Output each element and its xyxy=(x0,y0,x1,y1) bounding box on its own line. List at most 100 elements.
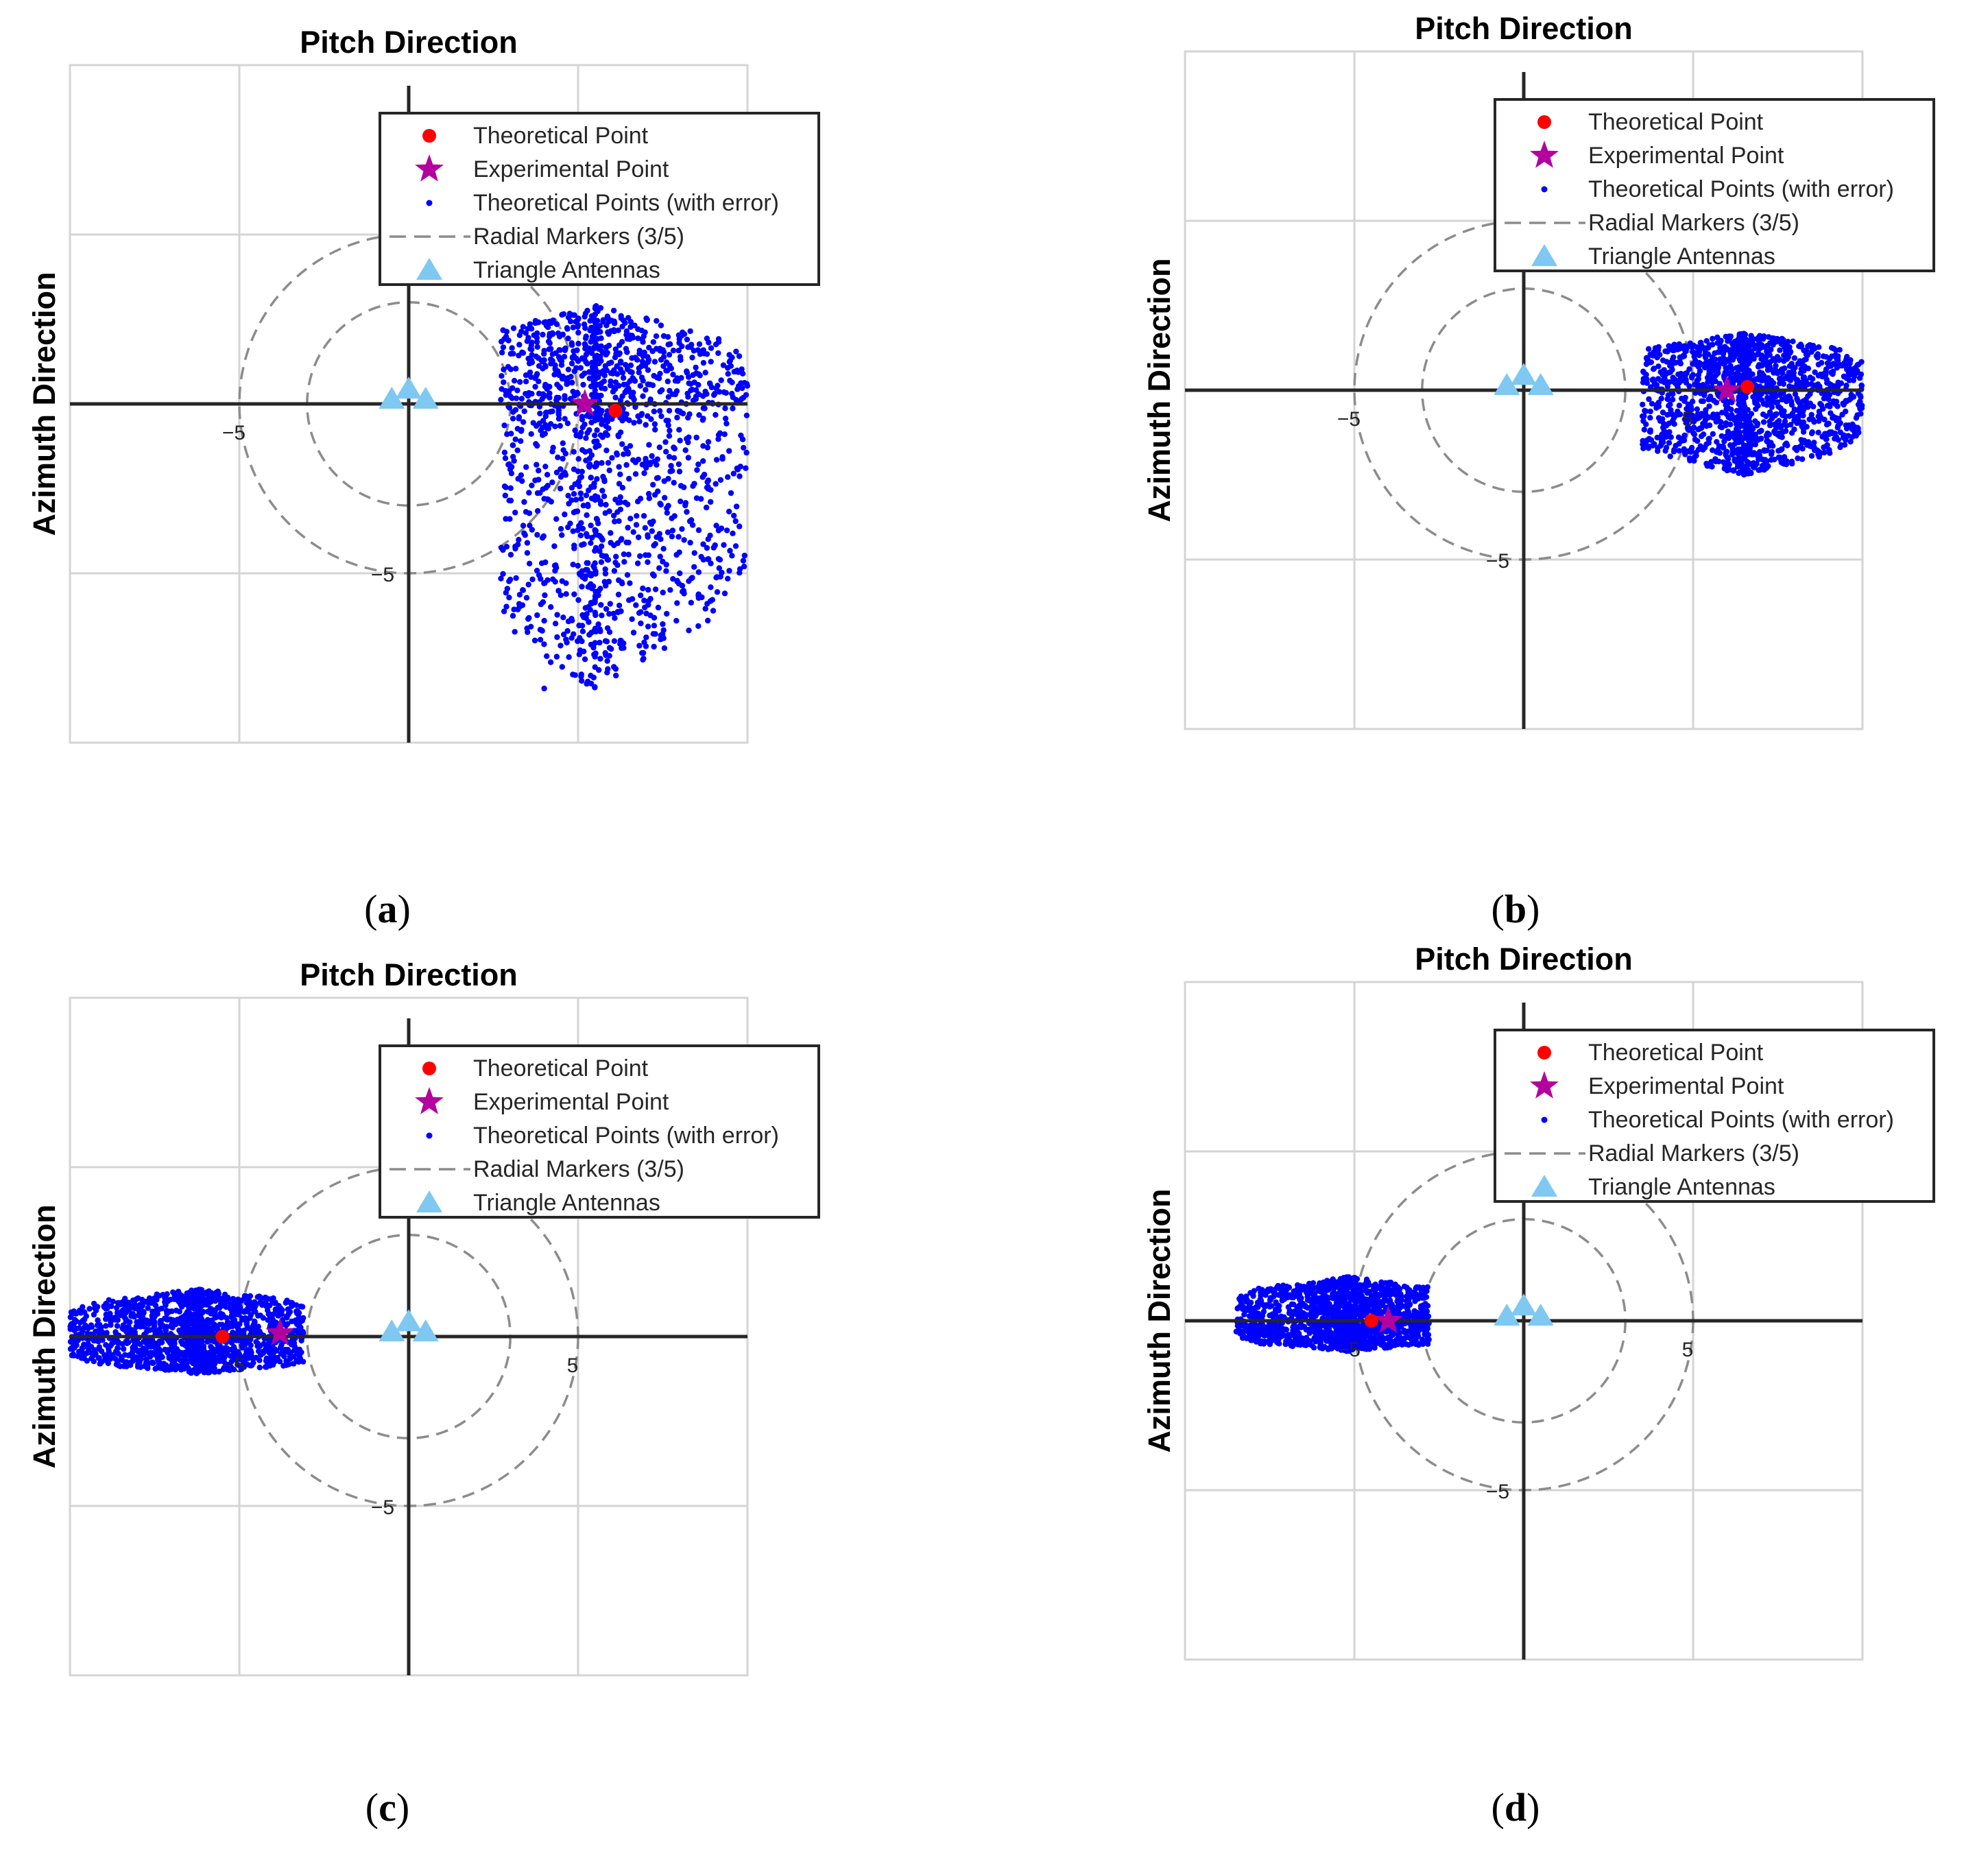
error-point xyxy=(526,560,533,566)
error-point xyxy=(640,656,647,662)
error-point xyxy=(663,418,669,424)
error-point xyxy=(603,430,609,436)
error-point xyxy=(577,532,584,538)
error-point xyxy=(650,339,656,345)
error-point xyxy=(1694,344,1700,350)
error-point xyxy=(643,634,649,641)
error-point xyxy=(106,1303,112,1309)
error-point xyxy=(289,1303,295,1310)
error-point xyxy=(553,469,560,476)
error-point xyxy=(1650,352,1656,359)
error-point xyxy=(511,378,518,384)
error-point xyxy=(557,422,563,429)
error-point xyxy=(137,1341,143,1348)
error-point xyxy=(1756,338,1762,344)
error-point xyxy=(690,372,696,379)
error-point xyxy=(725,575,731,582)
error-point xyxy=(226,1324,232,1330)
error-point xyxy=(1798,343,1805,349)
error-point xyxy=(594,326,600,332)
error-point xyxy=(103,1311,109,1318)
error-point xyxy=(654,534,660,540)
error-point xyxy=(656,565,662,571)
error-point xyxy=(1653,382,1660,388)
error-point xyxy=(592,365,598,371)
error-point xyxy=(695,461,702,468)
error-point xyxy=(81,1355,87,1362)
error-point xyxy=(564,381,571,387)
error-point xyxy=(518,396,525,402)
error-point xyxy=(614,450,620,457)
error-point xyxy=(655,475,661,481)
error-point xyxy=(538,627,545,634)
theoretical-point xyxy=(1740,380,1755,394)
error-point xyxy=(566,654,572,660)
error-point xyxy=(1783,440,1790,446)
error-point xyxy=(592,625,599,632)
error-point xyxy=(260,1315,267,1321)
error-point xyxy=(115,1309,121,1315)
error-point xyxy=(1650,366,1657,372)
error-point xyxy=(568,485,575,491)
error-point xyxy=(603,638,610,645)
error-point xyxy=(654,318,660,324)
error-point xyxy=(540,331,546,338)
error-point xyxy=(182,1313,189,1319)
error-point xyxy=(560,440,566,446)
error-point xyxy=(1726,466,1733,473)
error-point xyxy=(706,380,713,387)
error-point xyxy=(1727,415,1734,422)
error-point xyxy=(670,347,677,354)
error-point xyxy=(731,512,737,519)
error-point xyxy=(665,394,671,400)
error-point xyxy=(604,313,610,320)
error-point xyxy=(606,611,612,617)
error-point xyxy=(178,1329,184,1336)
error-point xyxy=(579,356,586,362)
error-point xyxy=(1751,345,1758,352)
error-point xyxy=(619,441,625,447)
error-point xyxy=(1743,339,1749,346)
error-point xyxy=(652,631,658,637)
error-point xyxy=(553,654,560,660)
error-point xyxy=(741,563,747,570)
error-point xyxy=(715,527,722,534)
error-point xyxy=(718,377,724,383)
error-point xyxy=(508,464,515,470)
error-point xyxy=(272,1306,278,1313)
legend-label: Experimental Point xyxy=(473,1089,669,1115)
error-point xyxy=(597,498,603,504)
error-point xyxy=(736,570,743,576)
error-point xyxy=(618,537,624,543)
error-point xyxy=(256,1293,263,1300)
error-point xyxy=(503,590,509,596)
error-point xyxy=(658,322,664,328)
error-point xyxy=(689,522,696,528)
error-point xyxy=(646,495,652,501)
error-point xyxy=(654,462,660,468)
error-point xyxy=(1672,413,1678,419)
error-point xyxy=(645,552,651,558)
error-point xyxy=(612,615,618,621)
error-point xyxy=(709,597,716,603)
error-point xyxy=(141,1324,147,1330)
error-point xyxy=(162,1346,168,1353)
error-point xyxy=(656,444,662,451)
error-point xyxy=(579,638,585,645)
error-point xyxy=(636,643,643,649)
legend-label: Radial Markers (3/5) xyxy=(473,224,684,250)
error-point xyxy=(642,525,648,531)
error-point xyxy=(621,451,627,457)
error-point xyxy=(609,416,615,422)
error-point xyxy=(248,1342,254,1348)
error-point xyxy=(581,648,587,655)
error-point xyxy=(1736,462,1742,468)
error-point xyxy=(503,516,509,522)
error-point xyxy=(616,518,622,524)
error-point xyxy=(147,1327,153,1333)
error-point xyxy=(690,397,697,404)
error-point xyxy=(128,1313,134,1319)
error-point xyxy=(594,427,600,433)
error-point xyxy=(501,483,508,490)
error-point xyxy=(1645,445,1652,451)
